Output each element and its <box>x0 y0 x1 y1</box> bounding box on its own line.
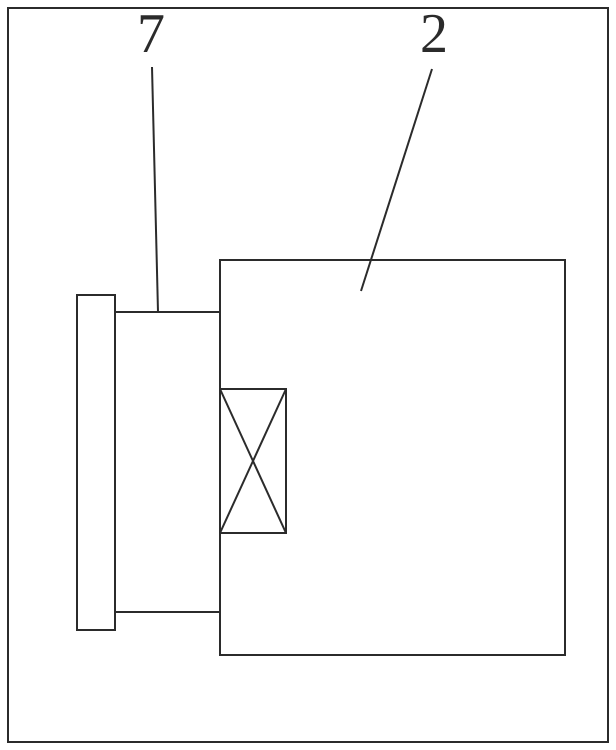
outer-frame <box>8 8 608 742</box>
diagram-canvas: 7 2 <box>0 0 616 750</box>
diagram-svg <box>0 0 616 750</box>
leader-2 <box>361 69 432 291</box>
left-bar <box>77 295 115 630</box>
leader-lines-group <box>152 67 432 312</box>
callout-label-7: 7 <box>137 2 165 66</box>
main-block <box>220 260 565 655</box>
shapes-group <box>8 8 608 742</box>
mid-block <box>115 312 220 612</box>
leader-7 <box>152 67 158 312</box>
callout-label-2: 2 <box>420 2 448 66</box>
